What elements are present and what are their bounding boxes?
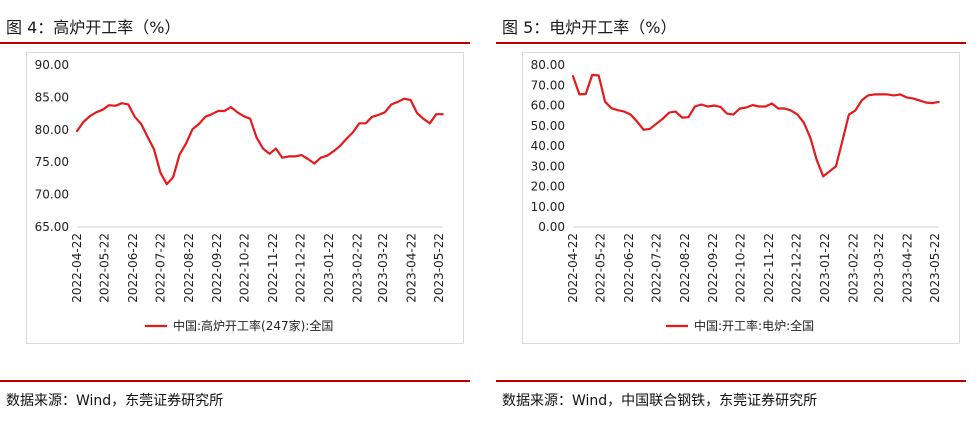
x-tick-label: 2022-12-22: [294, 233, 308, 303]
x-tick-label: 2023-04-22: [901, 233, 915, 303]
y-tick-label: 90.00: [35, 58, 69, 72]
series-line: [75, 97, 444, 186]
x-tick-label: 2022-07-22: [153, 233, 167, 303]
x-tick-label: 2022-10-22: [238, 233, 252, 303]
title-divider: [496, 42, 966, 44]
figure-title: 图 5：电炉开工率（%）: [502, 18, 677, 37]
title-divider: [0, 42, 470, 44]
y-tick-label: 65.00: [35, 220, 69, 234]
panel-electric-furnace: 图 5：电炉开工率（%） 0.00 10.00 20.00 30.00 40.00 50.…: [496, 0, 966, 425]
blast-furnace-chart: 65.00 70.00 75.00 80.00 85.00 90.00 2022-04-22…: [35, 58, 446, 333]
x-tick-label: 2023-05-22: [432, 233, 446, 303]
source-divider: [0, 380, 470, 382]
x-tick-label: 2022-04-22: [566, 233, 580, 303]
x-tick-label: 2022-08-22: [182, 233, 196, 303]
source-divider: [496, 380, 966, 382]
y-tick-label: 0.00: [538, 220, 565, 234]
figure-title: 图 4：高炉开工率（%）: [6, 18, 181, 37]
x-tick-label: 2022-07-22: [649, 233, 663, 303]
x-tick-label: 2022-04-22: [70, 233, 84, 303]
x-tick-label: 2023-04-22: [405, 233, 419, 303]
x-tick-label: 2023-03-22: [376, 233, 390, 303]
series-line: [571, 73, 940, 178]
x-tick-label: 2022-10-22: [734, 233, 748, 303]
y-tick-label: 40.00: [531, 139, 565, 153]
x-tick-label: 2022-06-22: [126, 233, 140, 303]
x-tick-label: 2022-05-22: [97, 233, 111, 303]
chart-area: 65.00 70.00 75.00 80.00 85.00 90.00 2022-04-22…: [26, 52, 464, 344]
y-tick-label: 50.00: [531, 119, 565, 133]
x-tick-label: 2022-09-22: [210, 233, 224, 303]
x-tick-label: 2023-02-22: [846, 233, 860, 303]
x-tick-label: 2022-11-22: [762, 233, 776, 303]
panel-blast-furnace: 图 4：高炉开工率（%） 65.00 70.00 75.00 80.00 85.00 90…: [0, 0, 470, 425]
legend-label: 中国:开工率:电炉:全国: [694, 318, 814, 333]
x-tick-label: 2022-06-22: [622, 233, 636, 303]
x-tick-label: 2022-09-22: [706, 233, 720, 303]
x-tick-label: 2022-08-22: [678, 233, 692, 303]
chart-area: 0.00 10.00 20.00 30.00 40.00 50.00 60.00 70.00 8…: [522, 52, 960, 344]
y-tick-label: 85.00: [35, 90, 69, 104]
y-tick-label: 20.00: [531, 180, 565, 194]
x-tick-label: 2022-11-22: [266, 233, 280, 303]
y-tick-label: 80.00: [35, 123, 69, 137]
y-tick-label: 30.00: [531, 159, 565, 173]
electric-furnace-chart: 0.00 10.00 20.00 30.00 40.00 50.00 60.00 70.00 8…: [531, 58, 942, 333]
data-source: 数据来源：Wind，东莞证券研究所: [6, 393, 224, 409]
x-tick-label: 2022-12-22: [790, 233, 804, 303]
x-tick-label: 2023-01-22: [322, 233, 336, 303]
y-tick-label: 75.00: [35, 155, 69, 169]
x-tick-label: 2023-03-22: [872, 233, 886, 303]
y-tick-label: 70.00: [531, 78, 565, 92]
data-source: 数据来源：Wind，中国联合钢铁，东莞证券研究所: [502, 393, 818, 409]
x-tick-label: 2023-02-22: [350, 233, 364, 303]
y-tick-label: 60.00: [531, 99, 565, 113]
x-tick-label: 2023-05-22: [928, 233, 942, 303]
y-tick-label: 80.00: [531, 58, 565, 72]
x-tick-label: 2022-05-22: [593, 233, 607, 303]
y-tick-label: 70.00: [35, 188, 69, 202]
legend-label: 中国:高炉开工率(247家):全国: [173, 318, 333, 333]
x-tick-label: 2023-01-22: [818, 233, 832, 303]
y-tick-label: 10.00: [531, 200, 565, 214]
